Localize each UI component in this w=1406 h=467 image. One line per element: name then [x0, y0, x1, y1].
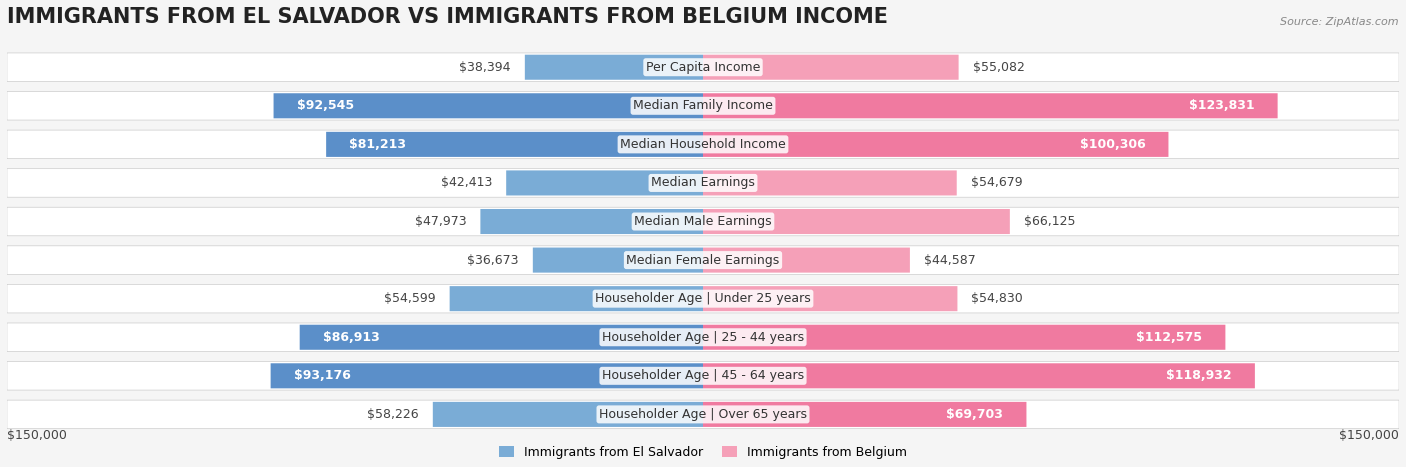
Text: $58,226: $58,226	[367, 408, 419, 421]
Text: Median Earnings: Median Earnings	[651, 177, 755, 190]
FancyBboxPatch shape	[7, 400, 1399, 429]
Text: $54,599: $54,599	[384, 292, 436, 305]
Text: $81,213: $81,213	[349, 138, 406, 151]
FancyBboxPatch shape	[524, 55, 703, 80]
FancyBboxPatch shape	[703, 209, 1010, 234]
FancyBboxPatch shape	[7, 53, 1399, 81]
Text: IMMIGRANTS FROM EL SALVADOR VS IMMIGRANTS FROM BELGIUM INCOME: IMMIGRANTS FROM EL SALVADOR VS IMMIGRANT…	[7, 7, 889, 27]
FancyBboxPatch shape	[7, 169, 1399, 197]
FancyBboxPatch shape	[270, 363, 703, 389]
Text: $150,000: $150,000	[1339, 429, 1399, 442]
FancyBboxPatch shape	[533, 248, 703, 273]
Text: $54,679: $54,679	[970, 177, 1022, 190]
FancyBboxPatch shape	[703, 170, 956, 196]
Text: $47,973: $47,973	[415, 215, 467, 228]
FancyBboxPatch shape	[703, 132, 1168, 157]
Text: $66,125: $66,125	[1024, 215, 1076, 228]
FancyBboxPatch shape	[703, 55, 959, 80]
Text: $86,913: $86,913	[323, 331, 380, 344]
FancyBboxPatch shape	[450, 286, 703, 311]
FancyBboxPatch shape	[299, 325, 703, 350]
Text: $118,932: $118,932	[1166, 369, 1232, 382]
Text: $55,082: $55,082	[973, 61, 1025, 74]
FancyBboxPatch shape	[703, 286, 957, 311]
Text: $69,703: $69,703	[946, 408, 1004, 421]
FancyBboxPatch shape	[703, 363, 1256, 389]
Text: Median Male Earnings: Median Male Earnings	[634, 215, 772, 228]
Text: Householder Age | 25 - 44 years: Householder Age | 25 - 44 years	[602, 331, 804, 344]
Text: Householder Age | Under 25 years: Householder Age | Under 25 years	[595, 292, 811, 305]
FancyBboxPatch shape	[703, 93, 1278, 118]
Text: Householder Age | 45 - 64 years: Householder Age | 45 - 64 years	[602, 369, 804, 382]
Text: Source: ZipAtlas.com: Source: ZipAtlas.com	[1281, 17, 1399, 27]
Text: $54,830: $54,830	[972, 292, 1024, 305]
FancyBboxPatch shape	[703, 248, 910, 273]
FancyBboxPatch shape	[7, 284, 1399, 313]
Text: $150,000: $150,000	[7, 429, 67, 442]
Text: $44,587: $44,587	[924, 254, 976, 267]
FancyBboxPatch shape	[274, 93, 703, 118]
Text: Median Female Earnings: Median Female Earnings	[627, 254, 779, 267]
FancyBboxPatch shape	[7, 246, 1399, 275]
FancyBboxPatch shape	[7, 323, 1399, 352]
FancyBboxPatch shape	[7, 207, 1399, 236]
FancyBboxPatch shape	[326, 132, 703, 157]
Text: $112,575: $112,575	[1136, 331, 1202, 344]
Text: Householder Age | Over 65 years: Householder Age | Over 65 years	[599, 408, 807, 421]
Text: $123,831: $123,831	[1189, 99, 1254, 112]
Text: $38,394: $38,394	[460, 61, 510, 74]
FancyBboxPatch shape	[481, 209, 703, 234]
FancyBboxPatch shape	[7, 130, 1399, 159]
FancyBboxPatch shape	[433, 402, 703, 427]
FancyBboxPatch shape	[703, 402, 1026, 427]
Text: $42,413: $42,413	[441, 177, 492, 190]
Legend: Immigrants from El Salvador, Immigrants from Belgium: Immigrants from El Salvador, Immigrants …	[494, 441, 912, 464]
Text: Per Capita Income: Per Capita Income	[645, 61, 761, 74]
Text: $92,545: $92,545	[297, 99, 354, 112]
Text: Median Household Income: Median Household Income	[620, 138, 786, 151]
FancyBboxPatch shape	[7, 92, 1399, 120]
FancyBboxPatch shape	[703, 325, 1226, 350]
Text: $93,176: $93,176	[294, 369, 350, 382]
Text: $36,673: $36,673	[467, 254, 519, 267]
Text: Median Family Income: Median Family Income	[633, 99, 773, 112]
Text: $100,306: $100,306	[1080, 138, 1146, 151]
FancyBboxPatch shape	[7, 361, 1399, 390]
FancyBboxPatch shape	[506, 170, 703, 196]
